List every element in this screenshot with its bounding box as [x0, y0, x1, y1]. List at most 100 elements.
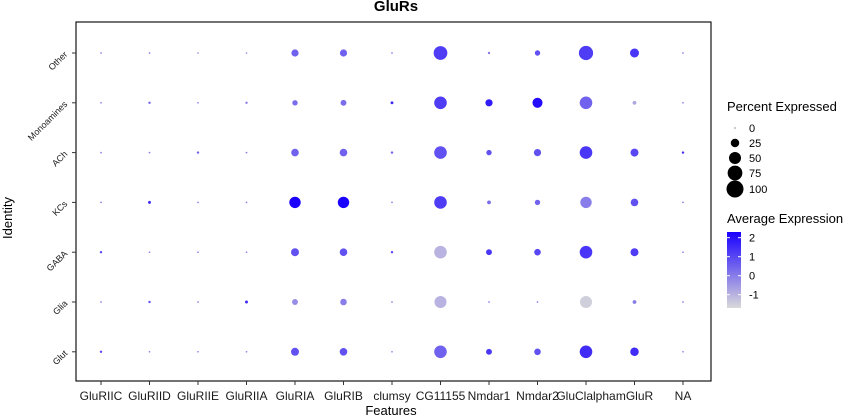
- dot-point: [291, 347, 299, 356]
- dot-point: [337, 196, 350, 209]
- dot-point: [681, 151, 685, 154]
- y-axis-title: Identity: [0, 197, 15, 239]
- chart-title: GluRs: [374, 0, 418, 15]
- x-tick-label: clumsy: [373, 389, 410, 403]
- dot-point: [339, 248, 348, 256]
- dot-point: [579, 295, 593, 309]
- dot-point: [148, 300, 151, 304]
- colorbar-label: -1: [749, 290, 759, 302]
- x-tick-label: mGluR: [616, 389, 654, 403]
- dot-point: [245, 52, 248, 54]
- dot-point: [391, 52, 393, 54]
- dot-point: [486, 348, 492, 355]
- x-tick-label: GluRIIC: [80, 389, 123, 403]
- dot-point: [245, 101, 248, 105]
- dot-point: [487, 200, 491, 205]
- dot-point: [534, 199, 541, 206]
- dot-point: [245, 251, 248, 254]
- size-legend-title: Percent Expressed: [727, 99, 837, 114]
- dot-point: [682, 101, 684, 104]
- dot-point: [434, 245, 447, 259]
- colorbar: [727, 232, 741, 308]
- size-legend-dot: [727, 165, 743, 181]
- size-legend-label: 100: [749, 184, 767, 196]
- dot-point: [148, 251, 151, 254]
- dot-point: [245, 151, 248, 154]
- x-tick-label: GluRIIE: [177, 389, 219, 403]
- dot-point: [434, 96, 447, 110]
- dot-point: [682, 201, 684, 204]
- plot-panel: [75, 21, 712, 382]
- y-tick-label: Monoamines: [26, 99, 70, 143]
- y-tick-label: Glut: [51, 348, 70, 367]
- y-tick-label: KCs: [50, 198, 69, 217]
- dot-point: [148, 101, 151, 105]
- dot-point: [197, 201, 199, 204]
- dot-point: [148, 52, 151, 54]
- size-legend-dot: [730, 138, 740, 148]
- color-legend: Average Expression 2 1 0 -1: [727, 211, 843, 308]
- dot-point: [682, 301, 684, 303]
- dot-point: [196, 151, 200, 154]
- dot-point: [340, 298, 347, 306]
- size-legend-label: 50: [749, 153, 761, 165]
- dot-point: [339, 49, 348, 57]
- x-axis: GluRIIC GluRIID GluRIIE GluRIIA GluRIA GluRIB…: [80, 381, 691, 403]
- dot-point: [99, 350, 103, 353]
- dot-point: [100, 201, 102, 204]
- size-legend-label: 75: [749, 168, 761, 180]
- dot-point: [390, 101, 394, 105]
- dot-point: [433, 46, 448, 60]
- dot-point: [434, 146, 447, 159]
- dot-point: [291, 148, 299, 157]
- dot-point: [579, 146, 593, 159]
- dot-point: [532, 97, 543, 108]
- size-legend-dot: [726, 180, 744, 198]
- dot-point: [434, 345, 447, 359]
- dot-point: [148, 200, 151, 204]
- dot-point: [197, 350, 199, 353]
- dot-point: [434, 196, 447, 209]
- x-axis-title: Features: [365, 403, 417, 417]
- y-tick-label: Glia: [51, 298, 69, 316]
- dot-point: [100, 151, 102, 154]
- dot-point: [340, 99, 347, 106]
- x-tick-label: CG11155: [416, 389, 466, 403]
- dot-point: [579, 245, 593, 259]
- x-tick-label: Nmdar1: [468, 389, 511, 403]
- dot-point: [291, 49, 299, 57]
- dot-point: [630, 248, 639, 257]
- dot-point: [486, 249, 492, 256]
- dot-point: [434, 295, 447, 309]
- dot-point: [536, 301, 539, 303]
- x-tick-label: GluRIB: [324, 389, 363, 403]
- size-legend-label: 0: [749, 123, 755, 135]
- x-tick-label: Nmdar2: [516, 389, 559, 403]
- dot-point: [291, 248, 299, 257]
- dot-point: [289, 196, 301, 209]
- dot-point: [390, 151, 394, 154]
- dot-point: [630, 148, 639, 157]
- size-legend-dot: [728, 151, 742, 165]
- dot-point: [682, 350, 684, 353]
- dot-point: [485, 99, 493, 107]
- dot-point: [245, 201, 248, 204]
- dot-point: [148, 350, 151, 353]
- dot-point: [579, 345, 593, 359]
- dot-point: [391, 301, 393, 303]
- dot-point: [391, 350, 393, 353]
- dot-point: [534, 248, 541, 256]
- dot-point: [578, 45, 594, 61]
- dot-point: [100, 52, 102, 54]
- size-legend-label: 25: [749, 138, 761, 150]
- dot-point: [534, 50, 541, 56]
- dot-layer: [99, 45, 685, 359]
- dot-point: [197, 52, 199, 54]
- dot-point: [292, 100, 298, 106]
- dot-point: [148, 151, 151, 154]
- dot-point: [533, 148, 542, 157]
- dot-point: [630, 347, 639, 357]
- dot-point: [682, 52, 684, 54]
- y-tick-label: Other: [46, 49, 69, 72]
